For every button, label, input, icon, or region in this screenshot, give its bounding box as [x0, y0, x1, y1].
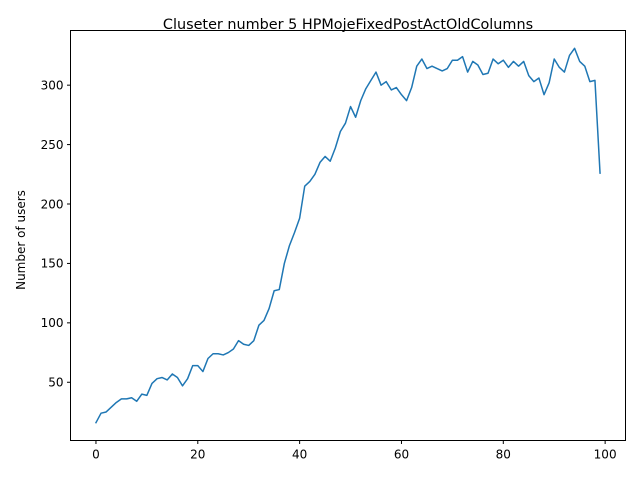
y-tick-label: 200 [41, 197, 64, 211]
x-tick-label: 0 [92, 448, 100, 462]
y-tick-label: 50 [48, 376, 63, 390]
y-axis: 50 100 150 200 250 300 [41, 78, 71, 390]
x-tick-label: 80 [496, 448, 511, 462]
plot-frame [70, 30, 626, 441]
y-axis-label: Number of users [14, 190, 28, 290]
x-tick-label: 20 [190, 448, 205, 462]
y-tick-label: 300 [41, 78, 64, 92]
x-tick-label: 40 [292, 448, 307, 462]
chart-title: Cluseter number 5 HPMojeFixedPostActOldC… [163, 17, 533, 33]
y-tick-label: 150 [41, 257, 64, 271]
x-tick-label: 100 [594, 448, 617, 462]
series-layer [94, 47, 601, 424]
series-line [94, 47, 601, 424]
y-tick-label: 250 [41, 138, 64, 152]
y-tick-label: 100 [41, 316, 64, 330]
x-axis: 0 20 40 60 80 100 [92, 440, 617, 462]
x-tick-label: 60 [394, 448, 409, 462]
